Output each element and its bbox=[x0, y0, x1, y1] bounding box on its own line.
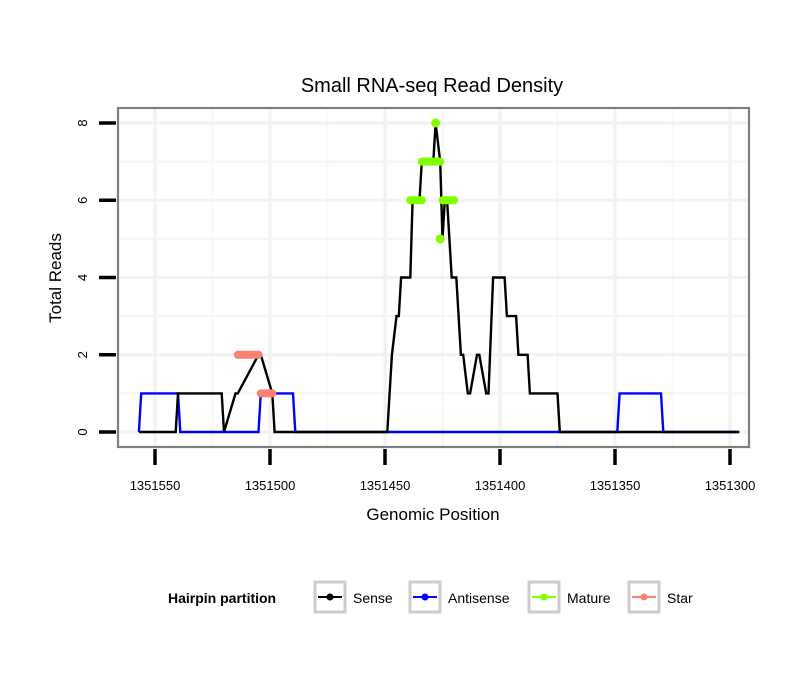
legend-item-mature: Mature bbox=[527, 580, 611, 614]
legend-key-point bbox=[540, 593, 548, 601]
y-tick-label: 6 bbox=[75, 197, 90, 204]
x-tick-label: 1351550 bbox=[130, 478, 181, 493]
series-layer bbox=[137, 118, 740, 434]
x-tick-label: 1351300 bbox=[705, 478, 756, 493]
legend-label: Sense bbox=[353, 590, 393, 606]
x-tick-label: 1351350 bbox=[590, 478, 641, 493]
y-axis: 0 2 4 6 8 bbox=[75, 119, 116, 436]
legend-item-star: Star bbox=[627, 580, 693, 614]
y-tick-label: 4 bbox=[75, 274, 90, 281]
legend-key-point bbox=[640, 593, 648, 601]
plot-panel-border bbox=[116, 106, 751, 449]
x-axis: 1351550 1351500 1351450 1351400 1351350 13513… bbox=[130, 449, 756, 493]
legend-key-point bbox=[421, 593, 429, 601]
legend-key-point bbox=[326, 593, 334, 601]
legend: Hairpin partition Sense Antisense Mature St… bbox=[168, 580, 693, 614]
y-tick-label: 2 bbox=[75, 351, 90, 358]
y-tick-label: 8 bbox=[75, 119, 90, 126]
x-tick-label: 1351500 bbox=[245, 478, 296, 493]
point-mature bbox=[431, 118, 441, 128]
legend-label: Star bbox=[667, 590, 693, 606]
point-mature bbox=[435, 234, 445, 244]
y-axis-title: Total Reads bbox=[46, 233, 65, 323]
legend-title: Hairpin partition bbox=[168, 590, 276, 606]
x-tick-label: 1351400 bbox=[475, 478, 526, 493]
y-tick-label: 0 bbox=[75, 428, 90, 435]
x-axis-title: Genomic Position bbox=[366, 505, 499, 524]
x-tick-label: 1351450 bbox=[360, 478, 411, 493]
chart-title: Small RNA-seq Read Density bbox=[301, 75, 563, 97]
legend-label: Antisense bbox=[448, 590, 510, 606]
legend-item-sense: Sense bbox=[313, 580, 393, 614]
legend-item-antisense: Antisense bbox=[408, 580, 510, 614]
legend-label: Mature bbox=[567, 590, 611, 606]
